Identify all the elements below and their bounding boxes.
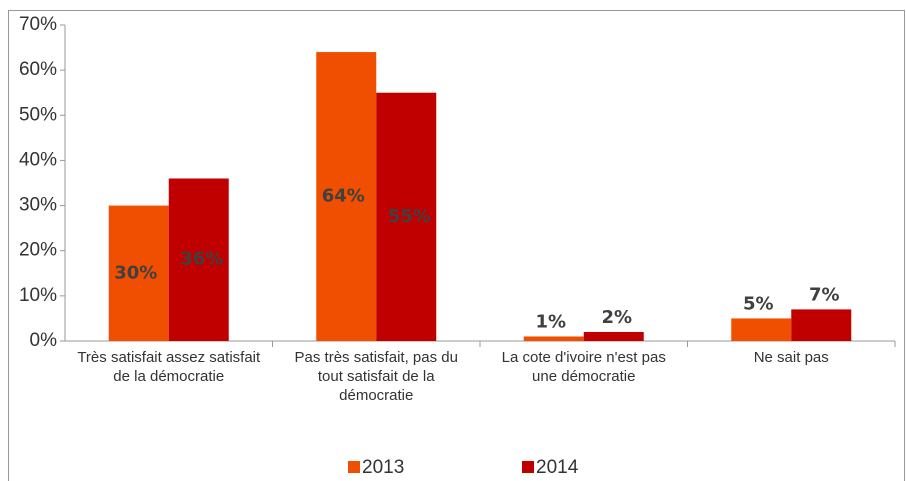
bar [376, 92, 437, 341]
y-tick-label: 0% [30, 330, 58, 351]
legend-swatch [522, 461, 534, 473]
value-label: 55% [388, 206, 431, 227]
bar [108, 205, 169, 341]
bar [316, 52, 377, 341]
value-label: 2% [601, 307, 632, 328]
y-tick-label: 10% [19, 285, 57, 306]
y-tick-label: 70% [19, 14, 57, 35]
x-tick-label: Pas très satisfait, pas du tout satisfai… [294, 349, 458, 404]
frame [8, 10, 905, 481]
x-tick-label: Très satisfait assez satisfait de la dém… [77, 349, 261, 385]
y-tick-label: 60% [19, 59, 57, 80]
x-tick-label: La cote d'ivoire n'est pas une démocrati… [501, 349, 666, 385]
value-label: 1% [535, 311, 566, 332]
bar [731, 318, 792, 341]
bar [523, 336, 584, 341]
bar [168, 178, 229, 341]
y-tick-label: 40% [19, 149, 57, 170]
value-label: 5% [743, 293, 774, 314]
y-tick-label: 30% [19, 195, 57, 216]
bar [583, 331, 644, 341]
bar [791, 309, 852, 341]
x-tick-label: Ne sait pas [753, 349, 829, 366]
value-label: 36% [180, 249, 223, 270]
legend-label: 2013 [362, 457, 404, 478]
value-label: 64% [322, 186, 365, 207]
legend-swatch [348, 461, 360, 473]
value-label: 7% [809, 284, 840, 305]
y-tick-label: 50% [19, 104, 57, 125]
y-tick-label: 20% [19, 240, 57, 261]
legend-label: 2014 [536, 457, 579, 478]
value-label: 30% [114, 262, 157, 283]
